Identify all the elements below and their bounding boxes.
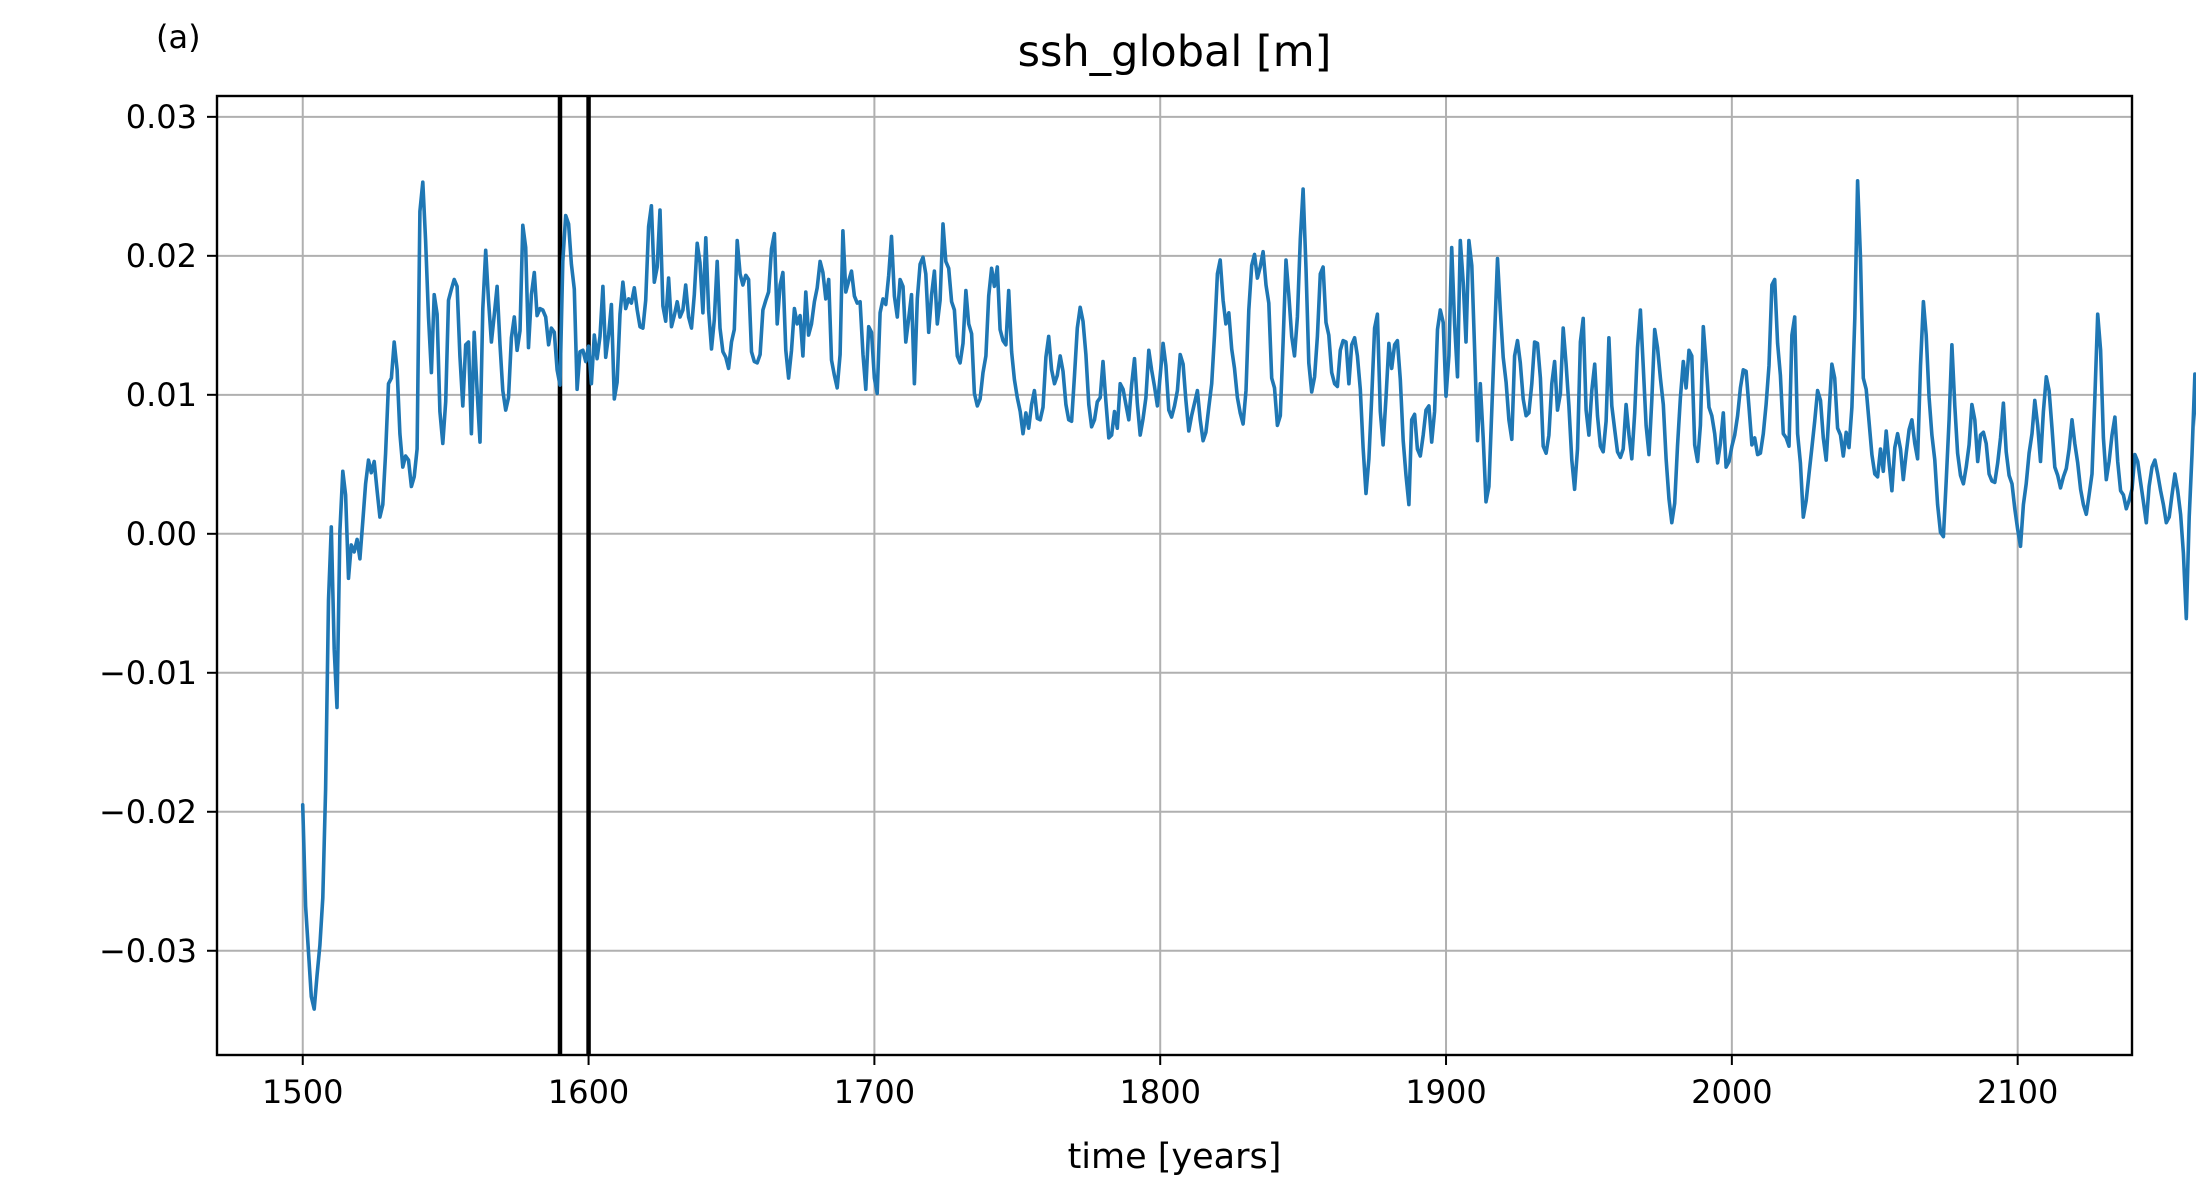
y-tick-label: 0.00: [126, 515, 197, 553]
x-tick-label: 2100: [1977, 1073, 2058, 1111]
y-tick-label: −0.02: [99, 793, 197, 831]
x-tick-label: 1600: [548, 1073, 629, 1111]
series-group: [300, 179, 2196, 1011]
series-line: [300, 179, 2196, 1011]
chart-title: ssh_global [m]: [1018, 27, 1332, 77]
x-tick-label: 2000: [1691, 1073, 1772, 1111]
x-tick-label: 1700: [834, 1073, 915, 1111]
y-tick-label: −0.01: [99, 654, 197, 692]
y-tick-label: 0.01: [126, 376, 197, 414]
x-tick-label: 1800: [1119, 1073, 1200, 1111]
axes-frame: [215, 94, 2134, 1057]
x-axis: 1500 1600 1700 1800 1900 2000 2100: [262, 1055, 2058, 1111]
x-tick-label: 1900: [1405, 1073, 1486, 1111]
y-tick-label: −0.03: [99, 932, 197, 970]
x-axis-label: time [years]: [1068, 1137, 1282, 1177]
y-tick-label: 0.03: [126, 98, 197, 136]
y-axis: −0.03 −0.02 −0.01 0.00 0.01 0.02 0.03: [99, 98, 217, 970]
vertical-markers: [557, 96, 591, 1055]
y-tick-label: 0.02: [126, 237, 197, 275]
grid: [217, 96, 2132, 1055]
x-tick-label: 1500: [262, 1073, 343, 1111]
panel-label: (a): [156, 18, 201, 56]
